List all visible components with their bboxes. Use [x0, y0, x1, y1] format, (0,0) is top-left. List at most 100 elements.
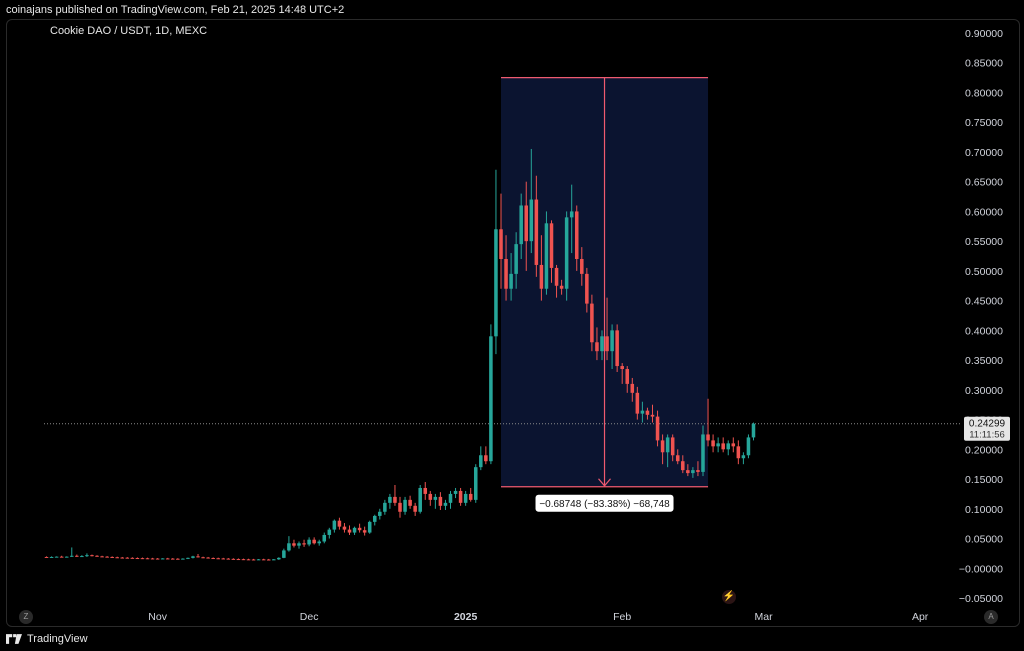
candle-body: [226, 558, 231, 560]
candle-body: [388, 496, 392, 503]
auto-scale-button[interactable]: A: [984, 610, 998, 624]
candle-body: [317, 541, 321, 544]
candle: [150, 557, 155, 560]
price-tick-label: 0.55000: [965, 236, 1003, 248]
candle-body: [125, 557, 130, 559]
candle: [327, 527, 332, 539]
candle-countdown: 11:11:56: [969, 430, 1005, 441]
candle: [130, 557, 135, 559]
candle-body: [256, 559, 261, 561]
candle-body: [625, 369, 630, 384]
candle: [630, 377, 635, 402]
candle-body: [378, 511, 382, 516]
candle: [145, 557, 150, 560]
candle: [706, 398, 710, 447]
candle-body: [423, 487, 428, 494]
candle: [251, 558, 256, 561]
candle-body: [433, 496, 438, 500]
candle: [453, 487, 458, 499]
price-tick-label: 0.65000: [965, 177, 1003, 189]
candle: [686, 464, 690, 477]
candle-body: [731, 443, 736, 447]
candle: [165, 557, 170, 560]
candle: [231, 558, 236, 560]
candle-body: [736, 446, 741, 459]
candle: [701, 425, 705, 477]
candle: [494, 169, 498, 355]
candle-body: [398, 502, 402, 512]
candle-body: [231, 558, 236, 560]
candle: [655, 410, 660, 447]
price-tick-label: 0.05000: [965, 534, 1003, 546]
candle-body: [554, 267, 559, 286]
candle: [635, 386, 640, 420]
goto-date-button[interactable]: Z: [19, 610, 33, 624]
candle: [332, 519, 337, 533]
candle-body: [120, 557, 125, 559]
candle-body: [297, 543, 301, 546]
time-tick-label: 2025: [454, 611, 478, 623]
candle-body: [216, 558, 220, 560]
candle-body: [342, 526, 347, 530]
candle-body: [549, 223, 554, 268]
candle: [696, 461, 700, 477]
candle: [458, 487, 463, 506]
candle: [640, 401, 645, 423]
candle: [241, 558, 246, 561]
candle: [388, 493, 392, 509]
candle-body: [383, 502, 387, 512]
candle-body: [191, 556, 195, 558]
candle-body: [206, 557, 210, 559]
candle: [297, 541, 301, 549]
candle: [317, 539, 321, 546]
candle-body: [650, 414, 655, 417]
price-tick-label: 0.50000: [965, 266, 1003, 278]
candle-body: [665, 437, 670, 453]
lightning-icon[interactable]: ⚡: [722, 590, 736, 604]
candle-body: [171, 558, 175, 560]
candle: [580, 247, 584, 286]
candle: [403, 496, 407, 515]
candle-body: [95, 555, 99, 557]
candle: [681, 455, 685, 474]
candle-body: [44, 556, 49, 558]
candle-body: [428, 493, 433, 500]
price-tick-label: −0.05000: [959, 593, 1003, 605]
candle: [438, 492, 443, 510]
candle: [554, 264, 559, 298]
candle: [352, 526, 357, 535]
candle: [675, 449, 680, 465]
candle-body: [438, 496, 443, 506]
candle: [711, 434, 715, 453]
candle: [615, 324, 619, 372]
candle: [49, 556, 54, 558]
candle-body: [675, 455, 680, 462]
candle: [514, 232, 518, 289]
time-tick-label: Dec: [300, 611, 319, 623]
candle-body: [660, 440, 665, 453]
candle: [716, 437, 720, 453]
candle: [544, 211, 549, 295]
candle: [292, 539, 296, 548]
candle: [585, 267, 589, 313]
candle-body: [716, 443, 720, 447]
candle-body: [686, 470, 690, 474]
candle-body: [640, 410, 645, 414]
candle-body: [150, 558, 155, 560]
candle: [80, 555, 84, 558]
candle-body: [54, 556, 59, 558]
candle: [226, 558, 231, 560]
price-tick-label: 0.80000: [965, 87, 1003, 99]
auto-scale-label: A: [988, 612, 994, 621]
candle-body: [201, 557, 205, 559]
candle-body: [721, 443, 725, 450]
candle-body: [544, 223, 549, 289]
price-axis: 0.90000 0.85000 0.80000 0.75000 0.70000 0.650…: [959, 28, 1003, 605]
candle-body: [362, 530, 367, 533]
candle: [489, 324, 493, 465]
candle: [211, 557, 215, 560]
candle-body: [236, 559, 241, 561]
candle-body: [473, 467, 478, 500]
